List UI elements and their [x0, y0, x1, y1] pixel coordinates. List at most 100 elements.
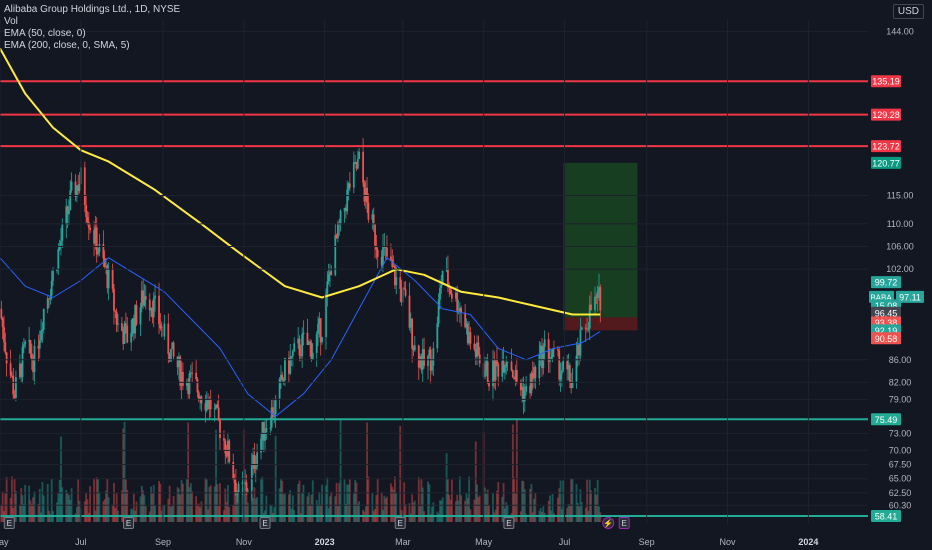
- volume-bar: [122, 428, 125, 522]
- candle-body: [549, 358, 551, 362]
- volume-bar: [468, 476, 471, 522]
- volume-bar: [375, 495, 378, 522]
- ema200-indicator-label[interactable]: EMA (200, close, 0, SMA, 5): [4, 40, 130, 51]
- candle-body: [200, 396, 203, 404]
- volume-bar: [42, 495, 45, 522]
- candle-body: [208, 399, 211, 409]
- volume-bar: [477, 497, 480, 522]
- candle-body: [477, 342, 480, 355]
- volume-bar: [344, 504, 347, 522]
- earnings-event-marker: E: [506, 519, 511, 528]
- time-tick-label: May: [0, 537, 9, 547]
- volume-bar: [168, 485, 171, 522]
- candle-body: [432, 348, 435, 366]
- volume-bar: [513, 477, 516, 522]
- volume-bar: [244, 485, 247, 522]
- candle-body: [85, 205, 88, 217]
- volume-bar: [521, 480, 524, 522]
- candle-body: [22, 344, 25, 347]
- candle-body: [98, 243, 101, 253]
- candle-body: [132, 318, 135, 334]
- candle-body: [484, 370, 486, 378]
- candle-body: [510, 361, 513, 371]
- volume-bar: [311, 480, 314, 522]
- candle-body: [392, 265, 395, 267]
- volume-bar: [306, 496, 309, 522]
- candle-body: [195, 372, 198, 380]
- candle-body: [154, 295, 156, 299]
- candle-body: [315, 333, 318, 353]
- candle-body: [553, 348, 555, 350]
- candle-body: [12, 375, 15, 395]
- volume-bar: [391, 486, 394, 522]
- candle-body: [437, 299, 440, 324]
- volume-bar: [297, 484, 300, 522]
- candle-body: [412, 348, 415, 351]
- currency-button[interactable]: USD: [892, 4, 924, 19]
- volume-bar: [386, 496, 388, 522]
- volume-bar: [412, 502, 415, 522]
- candle-body: [70, 181, 73, 191]
- candle-body: [140, 290, 143, 308]
- volume-bar: [390, 483, 392, 522]
- candle-body: [575, 355, 578, 382]
- candle-body: [503, 367, 506, 373]
- volume-bar: [144, 506, 147, 522]
- candle-body: [375, 245, 378, 251]
- candle-body: [334, 235, 337, 276]
- candle-body: [24, 341, 27, 345]
- candle-body: [458, 307, 461, 312]
- candle-body: [587, 328, 590, 330]
- volume-bar: [56, 502, 58, 522]
- level-price-tag-bg: [871, 140, 901, 153]
- volume-bar: [599, 512, 602, 522]
- candle-body: [584, 327, 587, 329]
- candle-body: [339, 210, 342, 225]
- price-tag-bg: [871, 332, 901, 345]
- earnings-event-marker: E: [621, 519, 626, 528]
- candle-body: [168, 354, 171, 362]
- volume-indicator-label[interactable]: Vol: [4, 16, 18, 27]
- candle-body: [297, 338, 300, 344]
- volume-bar: [95, 477, 98, 522]
- time-tick-label: Jul: [75, 537, 87, 547]
- candle-body: [284, 357, 286, 381]
- volume-bar: [58, 479, 61, 522]
- volume-bar: [150, 486, 152, 522]
- volume-bar: [448, 494, 451, 522]
- volume-bar: [105, 490, 107, 522]
- volume-bar: [408, 503, 411, 522]
- candle-body: [568, 365, 571, 382]
- candle-body: [131, 318, 134, 334]
- candle-body: [317, 323, 319, 334]
- candle-body: [42, 308, 45, 330]
- volume-bar: [24, 484, 27, 522]
- earnings-event-marker: E: [7, 519, 12, 528]
- time-tick-label: Nov: [720, 537, 737, 547]
- volume-bar: [492, 493, 494, 522]
- candle-body: [372, 214, 375, 225]
- candle-body: [596, 290, 599, 299]
- candle-body: [87, 222, 90, 228]
- volume-bar: [123, 422, 126, 522]
- volume-bar: [568, 505, 571, 522]
- volume-bar: [364, 506, 367, 522]
- volume-bar: [395, 492, 398, 522]
- candle-body: [449, 287, 452, 295]
- ema50-indicator-label[interactable]: EMA (50, close, 0): [4, 28, 86, 39]
- candle-body: [419, 356, 421, 368]
- level-price-tag-bg: [871, 75, 901, 88]
- price-tick-label: 67.50: [889, 460, 912, 470]
- candle-body: [260, 438, 262, 453]
- time-tick-label: Mar: [395, 537, 411, 547]
- candle-body: [215, 404, 217, 409]
- volume-bar: [33, 491, 36, 522]
- volume-bar: [337, 506, 339, 522]
- volume-bar: [200, 501, 203, 522]
- candle-body: [326, 281, 329, 294]
- candle-body: [245, 482, 248, 491]
- price-tick-label: 144.00: [886, 26, 914, 36]
- earnings-event-marker: ⚡: [603, 518, 613, 528]
